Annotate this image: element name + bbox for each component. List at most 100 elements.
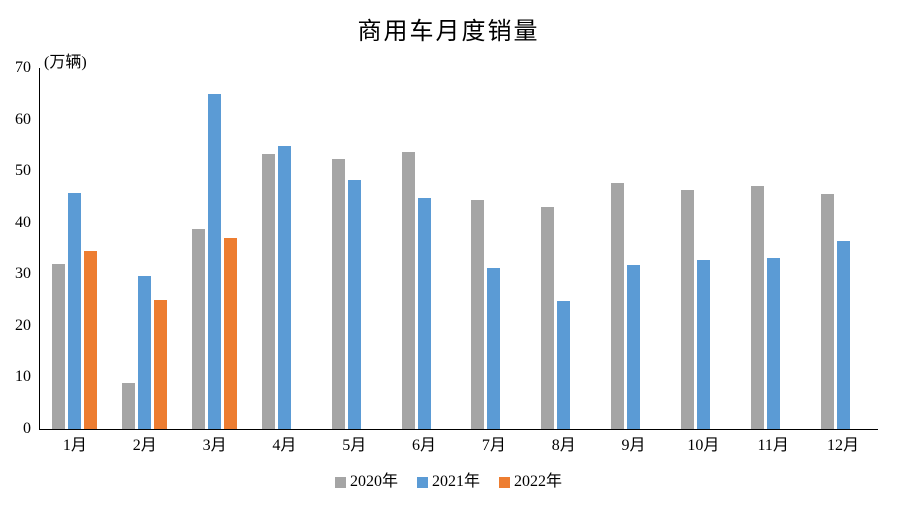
bar bbox=[122, 383, 136, 429]
y-tick-label: 50 bbox=[15, 162, 31, 180]
bar bbox=[277, 146, 291, 429]
bar-group bbox=[529, 68, 599, 429]
x-category-label: 9月 bbox=[621, 437, 646, 454]
bar-slot bbox=[557, 68, 571, 429]
legend-label: 2021年 bbox=[431, 473, 480, 490]
bar bbox=[557, 301, 571, 429]
bar-slot bbox=[261, 68, 275, 429]
bar-slot bbox=[84, 68, 98, 429]
bar-slot bbox=[836, 68, 850, 429]
bar bbox=[52, 263, 66, 429]
x-axis-line bbox=[39, 429, 878, 430]
y-axis-tick-labels: 0 10 20 30 40 50 60 70 bbox=[0, 60, 31, 437]
bar bbox=[836, 240, 850, 429]
bar bbox=[766, 258, 780, 429]
bar-group bbox=[40, 68, 110, 429]
x-category-label: 11月 bbox=[757, 437, 789, 454]
bar-slot bbox=[541, 68, 555, 429]
bar-slot bbox=[680, 68, 694, 429]
bar-slot bbox=[487, 68, 501, 429]
bar-group bbox=[319, 68, 389, 429]
y-axis-unit-label: (万辆) bbox=[44, 54, 87, 71]
bar-slot bbox=[192, 68, 206, 429]
legend-label: 2020年 bbox=[349, 473, 398, 490]
bar-slot bbox=[573, 68, 586, 429]
x-category-label: 6月 bbox=[412, 437, 437, 454]
x-category-label: 5月 bbox=[342, 437, 367, 454]
bar bbox=[820, 193, 834, 429]
y-tick-label: 70 bbox=[15, 59, 31, 76]
y-tick-label: 60 bbox=[15, 110, 31, 128]
bar bbox=[138, 275, 152, 429]
bar bbox=[471, 199, 485, 429]
legend-swatch-icon bbox=[499, 476, 510, 488]
x-axis-category-labels: 1月 2月 3月 4月 5月 6月 7月 8月 9月 10月 11月 12月 bbox=[40, 435, 878, 457]
x-category-label: 8月 bbox=[551, 437, 576, 454]
legend-item: 2021年 bbox=[416, 473, 480, 490]
x-category-label: 2月 bbox=[132, 437, 157, 454]
bar-slot bbox=[643, 68, 656, 429]
bar-slot bbox=[766, 68, 780, 429]
legend-item: 2022年 bbox=[499, 474, 562, 490]
bar-slot bbox=[611, 68, 625, 429]
bar bbox=[84, 251, 98, 429]
bar-group bbox=[459, 68, 529, 429]
bar-slot bbox=[347, 68, 361, 429]
bar-slot bbox=[154, 68, 168, 429]
bar bbox=[68, 192, 82, 429]
bar-slot bbox=[696, 68, 710, 429]
bar-slot bbox=[417, 68, 431, 429]
bar bbox=[696, 260, 710, 429]
legend-swatch-icon bbox=[416, 476, 428, 488]
bar-slot bbox=[434, 68, 447, 429]
legend-swatch-icon bbox=[334, 476, 346, 488]
bar-slot bbox=[208, 68, 222, 429]
y-tick-label: 0 bbox=[23, 420, 31, 437]
x-category-label: 10月 bbox=[687, 437, 720, 454]
bar-group bbox=[599, 68, 669, 429]
y-tick-label: 40 bbox=[15, 213, 31, 231]
legend-label: 2022年 bbox=[514, 473, 563, 490]
bar-group bbox=[668, 68, 738, 429]
bar-slot bbox=[713, 68, 726, 429]
bar-slot bbox=[627, 68, 641, 429]
legend: 2020年 2021年 2022年 bbox=[0, 474, 897, 490]
bar bbox=[208, 93, 222, 429]
bar-slot bbox=[783, 68, 796, 429]
bar bbox=[627, 265, 641, 429]
bar-slot bbox=[122, 68, 136, 429]
bar bbox=[261, 153, 275, 429]
bar-group bbox=[389, 68, 459, 429]
x-category-label: 1月 bbox=[62, 437, 87, 454]
bar-slot bbox=[820, 68, 834, 429]
bar bbox=[401, 151, 415, 429]
x-category-label: 12月 bbox=[827, 437, 860, 454]
plot-area bbox=[40, 68, 878, 429]
bar bbox=[680, 190, 694, 429]
bar-group bbox=[808, 68, 878, 429]
bar bbox=[192, 228, 206, 429]
bar bbox=[541, 207, 555, 429]
bar-slot bbox=[294, 68, 307, 429]
legend-item: 2020年 bbox=[334, 473, 398, 490]
y-tick-label: 30 bbox=[15, 265, 31, 283]
y-tick-label: 10 bbox=[15, 368, 31, 386]
bar-group bbox=[249, 68, 319, 429]
bar-slot bbox=[68, 68, 82, 429]
y-tick-label: 20 bbox=[15, 316, 31, 334]
bar-slot bbox=[364, 68, 377, 429]
bar-slot bbox=[471, 68, 485, 429]
bar bbox=[487, 267, 501, 429]
bar-slot bbox=[277, 68, 291, 429]
bar-slot bbox=[138, 68, 152, 429]
bar-slot bbox=[224, 68, 238, 429]
bar-slot bbox=[503, 68, 516, 429]
bar bbox=[417, 197, 431, 429]
bar bbox=[750, 185, 764, 429]
bar-slot bbox=[853, 68, 866, 429]
bar-slot bbox=[401, 68, 415, 429]
x-category-label: 7月 bbox=[481, 437, 506, 454]
bar bbox=[224, 238, 238, 429]
bar-slot bbox=[750, 68, 764, 429]
x-category-label: 4月 bbox=[272, 437, 297, 454]
